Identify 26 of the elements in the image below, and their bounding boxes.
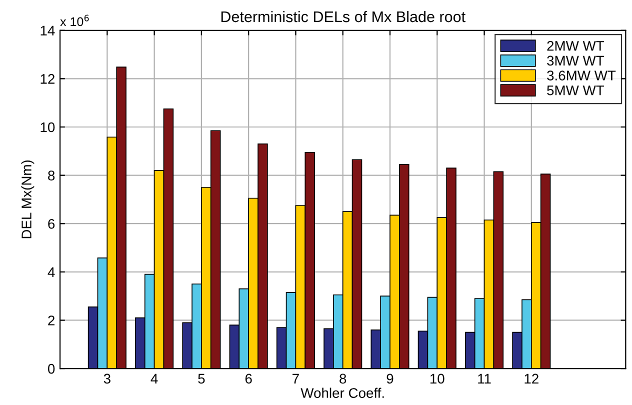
x-tick-label: 3 bbox=[104, 374, 110, 384]
legend-label: 3.6MW WT bbox=[547, 70, 616, 80]
y-tick-label: 0 bbox=[48, 364, 55, 374]
x-tick-label: 12 bbox=[524, 374, 538, 384]
x-tick-label: 10 bbox=[430, 374, 444, 384]
y-tick-label: 2 bbox=[48, 316, 54, 326]
legend-label: 2MW WT bbox=[547, 40, 604, 51]
y-tick-label: 10 bbox=[40, 122, 55, 132]
y-tick-label: 14 bbox=[40, 26, 55, 36]
x-tick-label: 9 bbox=[386, 374, 394, 384]
x-axis-title: Wohler Coeff. bbox=[300, 388, 384, 398]
x-tick-label: 11 bbox=[478, 374, 491, 384]
x-tick-label: 7 bbox=[292, 374, 299, 384]
y-tick-label: 8 bbox=[48, 170, 55, 180]
y-tick-label: 4 bbox=[48, 267, 55, 277]
text: x 10$^{6}$ bbox=[60, 14, 89, 26]
x-tick-label: 6 bbox=[245, 374, 252, 384]
y-tick-label: 6 bbox=[48, 218, 55, 229]
y-tick-label: 12 bbox=[40, 74, 54, 84]
x-tick-label: 5 bbox=[198, 374, 205, 384]
x-tick-label: 4 bbox=[150, 374, 158, 384]
legend-label: 3MW WT bbox=[547, 56, 604, 66]
y-axis-title: DEL Mx(Nm) bbox=[21, 160, 34, 238]
legend-label: 5MW WT bbox=[547, 86, 604, 96]
chart-title: Deterministic DELs of Mx Blade root bbox=[221, 10, 466, 22]
x-tick-label: 8 bbox=[340, 374, 346, 384]
